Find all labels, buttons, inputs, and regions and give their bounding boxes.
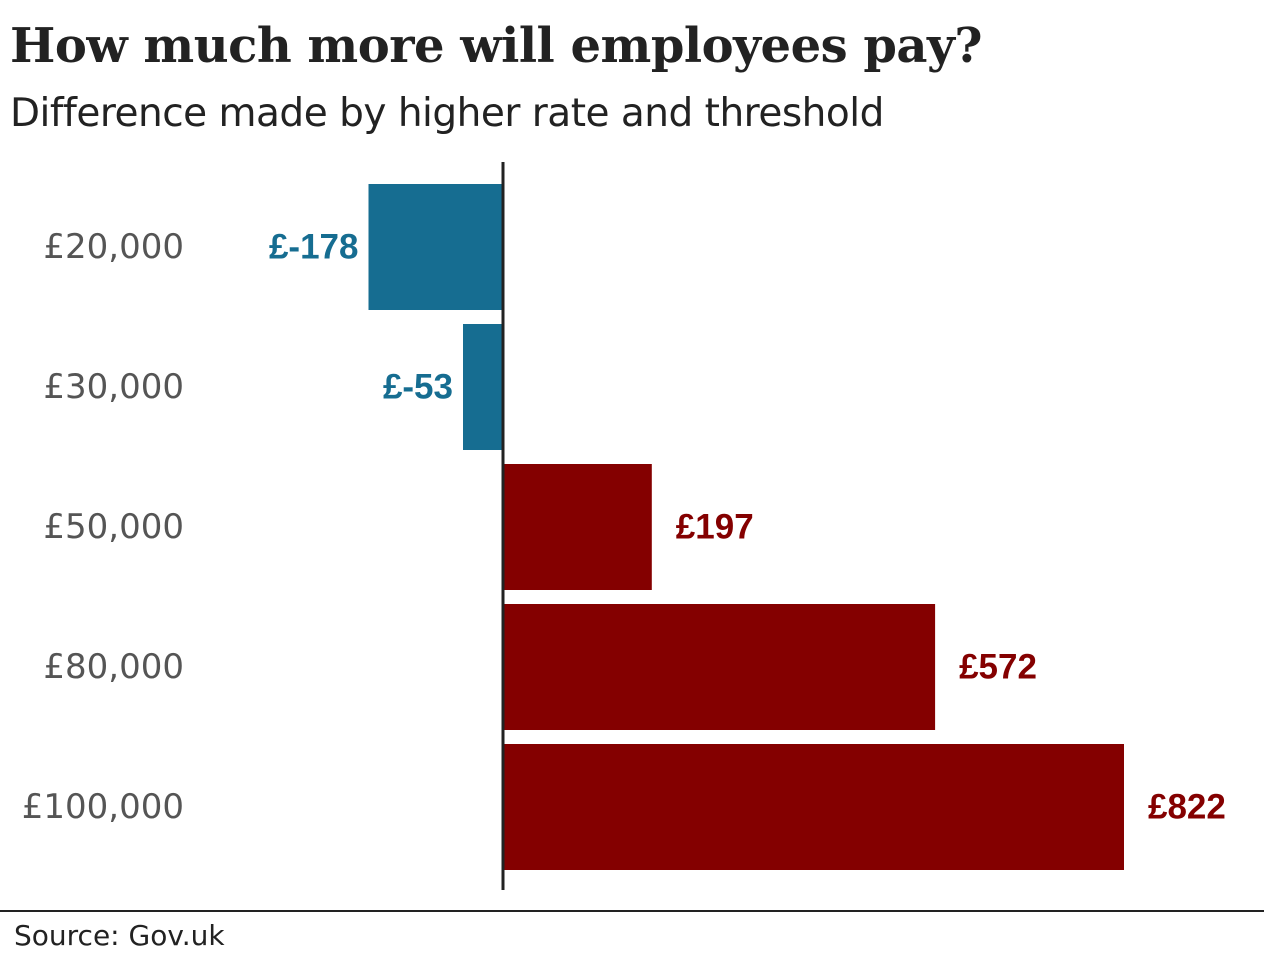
data-label-1: £-178 [269, 228, 359, 267]
bar-5 [503, 744, 1124, 870]
data-label-4: £572 [959, 648, 1037, 687]
bar-4 [503, 604, 936, 730]
category-label-1: £20,000 [43, 227, 184, 267]
category-label-5: £100,000 [22, 787, 184, 827]
category-label-4: £80,000 [43, 647, 184, 687]
chart-subtitle: Difference made by higher rate and thres… [10, 91, 884, 136]
footer-divider [0, 910, 1264, 912]
source-note: Source: Gov.uk [14, 919, 225, 952]
data-label-5: £822 [1148, 788, 1226, 827]
data-label-2: £-53 [383, 368, 453, 407]
bar-3 [503, 464, 652, 590]
chart-title: How much more will employees pay? [10, 18, 983, 74]
bar-1 [368, 184, 503, 310]
data-label-3: £197 [676, 508, 754, 547]
category-label-2: £30,000 [43, 367, 184, 407]
bar-2 [463, 324, 503, 450]
bar-chart: £20,000 £-178 £30,000 £-53 £50,000 £197 £80,00… [22, 162, 1226, 890]
category-label-3: £50,000 [43, 507, 184, 547]
